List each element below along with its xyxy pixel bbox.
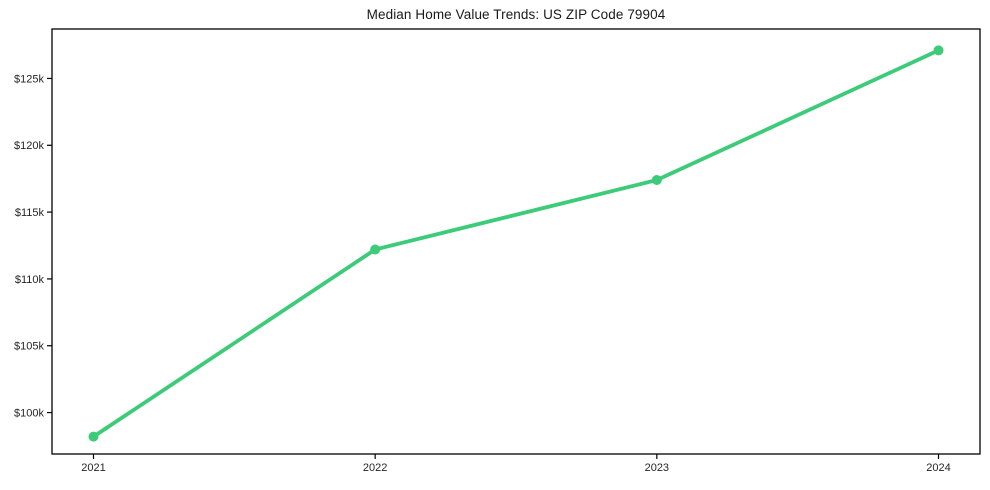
data-point: [370, 244, 381, 255]
plot-border: [51, 28, 981, 455]
y-tick-label: $115k: [15, 207, 45, 219]
x-tick-label: 2021: [81, 462, 105, 474]
x-tick-label: 2024: [926, 462, 950, 474]
data-point: [88, 431, 99, 442]
y-tick-label: $110k: [15, 274, 45, 286]
data-point: [651, 175, 662, 186]
x-tick-label: 2023: [645, 462, 669, 474]
data-point: [933, 45, 944, 56]
y-tick-label: $120k: [14, 140, 44, 152]
x-tick-label: 2022: [363, 462, 387, 474]
trend-line: [91, 48, 941, 439]
y-tick-label: $100k: [14, 407, 44, 419]
chart-title: Median Home Value Trends: US ZIP Code 79…: [366, 7, 666, 22]
y-tick-label: $105k: [14, 341, 44, 353]
y-tick-label: $125k: [14, 73, 44, 85]
